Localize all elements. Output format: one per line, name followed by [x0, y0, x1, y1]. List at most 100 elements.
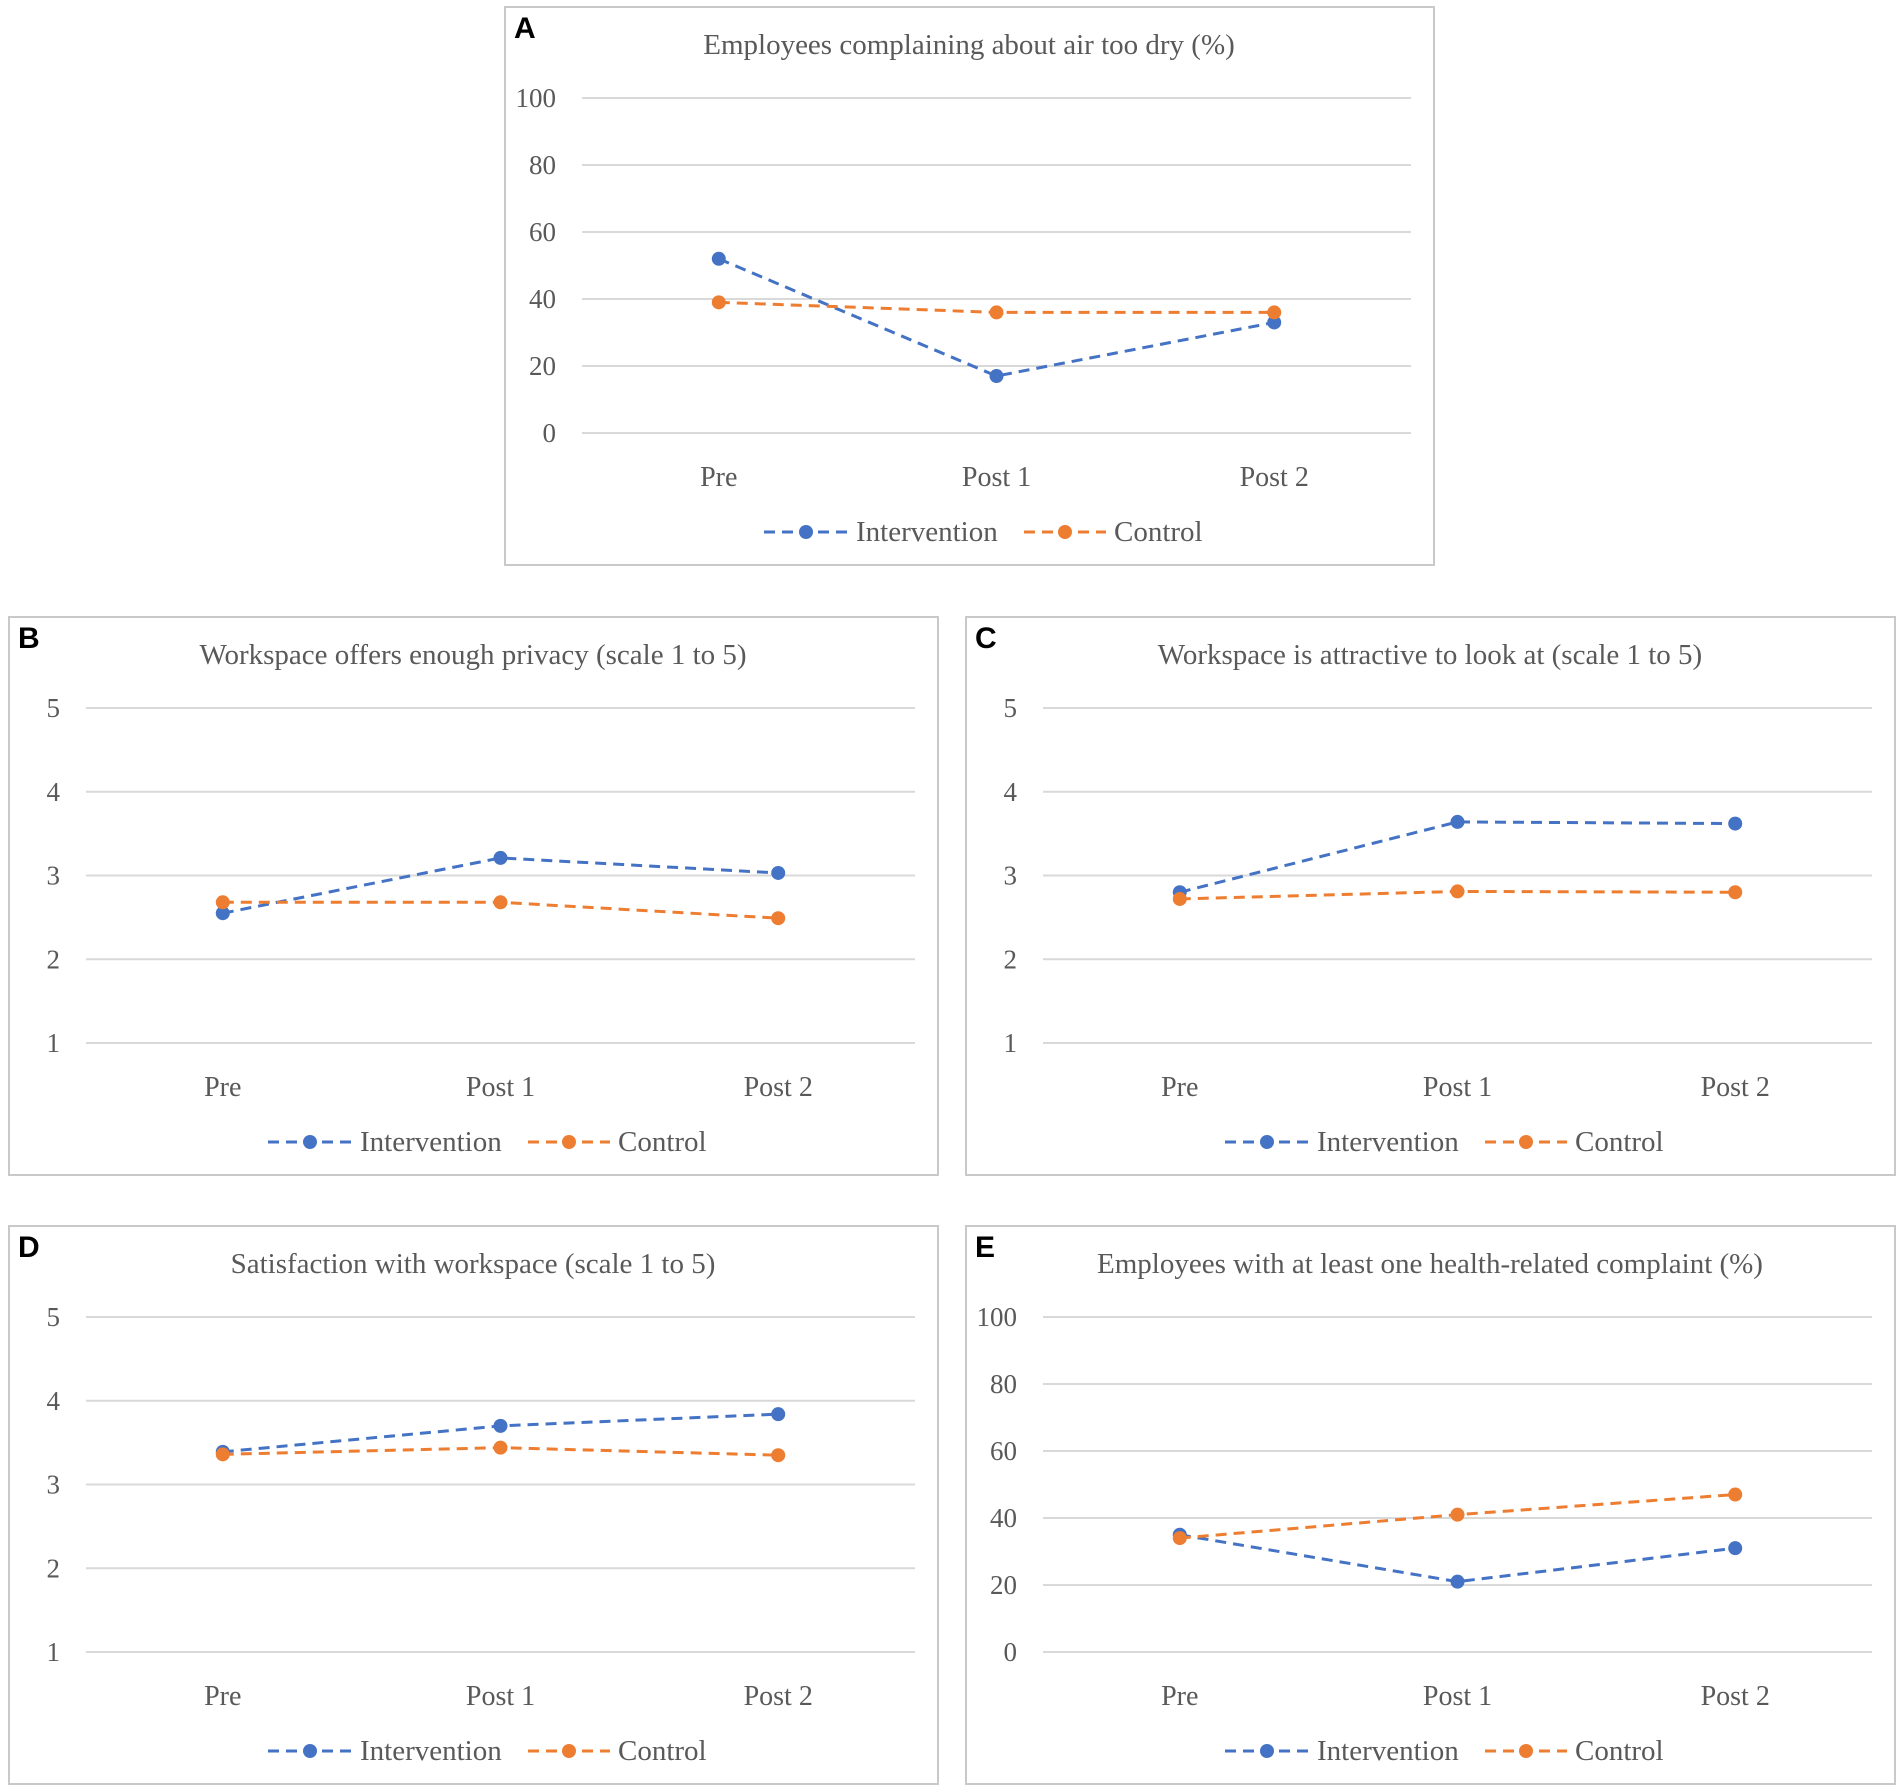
intervention-data-point: [493, 850, 508, 865]
control-data-point: [771, 1448, 786, 1463]
intervention-legend-label: Intervention: [360, 1126, 502, 1158]
intervention-data-point: [771, 1407, 786, 1422]
panel-letter: E: [975, 1231, 996, 1264]
intervention-data-point: [493, 1418, 508, 1433]
x-category-label: Post 2: [744, 1681, 813, 1712]
x-category-label: Post 1: [1423, 1072, 1492, 1103]
chart-panel-e: E Employees with at least one health-rel…: [965, 1225, 1896, 1785]
control-data-point: [493, 895, 508, 910]
y-tick-label: 5: [47, 693, 61, 723]
control-data-point: [215, 895, 230, 910]
y-tick-label: 100: [516, 83, 557, 113]
intervention-data-point: [711, 251, 726, 266]
y-tick-label: 3: [47, 861, 61, 891]
chart-b-svg: Workspace offers enough privacy (scale 1…: [47, 639, 915, 1158]
y-tick-label: 20: [990, 1570, 1017, 1600]
control-data-point: [771, 911, 786, 926]
control-data-point: [1450, 884, 1465, 899]
control-data-point: [1728, 1487, 1743, 1502]
control-legend-label: Control: [1575, 1735, 1664, 1767]
control-data-point: [1267, 305, 1282, 320]
x-category-label: Post 2: [1701, 1072, 1770, 1103]
x-category-label: Pre: [700, 462, 737, 493]
control-data-point: [1450, 1507, 1465, 1522]
y-tick-label: 80: [990, 1369, 1017, 1399]
y-tick-label: 4: [47, 777, 61, 807]
intervention-legend-marker: [1260, 1744, 1274, 1758]
y-tick-label: 3: [47, 1470, 61, 1500]
control-legend-label: Control: [1575, 1126, 1664, 1158]
y-tick-label: 1: [47, 1028, 61, 1058]
x-category-label: Pre: [204, 1681, 241, 1712]
intervention-data-point: [771, 865, 786, 880]
control-legend-marker: [562, 1135, 576, 1149]
x-category-label: Post 2: [1701, 1681, 1770, 1712]
y-tick-label: 20: [529, 351, 556, 381]
y-tick-label: 4: [1004, 777, 1018, 807]
control-legend-marker: [1519, 1744, 1533, 1758]
chart-title: Satisfaction with workspace (scale 1 to …: [231, 1248, 716, 1280]
intervention-legend-marker: [1260, 1135, 1274, 1149]
intervention-legend-marker: [799, 525, 813, 539]
intervention-data-point: [1728, 816, 1743, 831]
chart-title: Employees with at least one health-relat…: [1097, 1248, 1763, 1280]
y-tick-label: 2: [47, 1553, 61, 1583]
y-tick-label: 5: [1004, 693, 1018, 723]
intervention-data-point: [1267, 315, 1282, 330]
intervention-legend-label: Intervention: [1317, 1735, 1459, 1767]
control-data-point: [989, 305, 1004, 320]
control-data-point: [493, 1440, 508, 1455]
x-category-label: Post 1: [466, 1681, 535, 1712]
chart-title: Workspace is attractive to look at (scal…: [1158, 639, 1702, 671]
intervention-series-line: [1179, 1533, 1736, 1584]
chart-e-svg: Employees with at least one health-relat…: [977, 1248, 1872, 1767]
y-tick-label: 1: [1004, 1028, 1018, 1058]
y-tick-label: 100: [977, 1302, 1018, 1332]
y-tick-label: 60: [529, 217, 556, 247]
y-tick-label: 60: [990, 1436, 1017, 1466]
panel-letter: A: [514, 12, 536, 45]
control-legend-label: Control: [1114, 516, 1203, 548]
control-legend-marker: [562, 1744, 576, 1758]
x-category-label: Post 1: [466, 1072, 535, 1103]
x-category-label: Post 1: [1423, 1681, 1492, 1712]
intervention-legend-label: Intervention: [360, 1735, 502, 1767]
chart-title: Employees complaining about air too dry …: [703, 29, 1235, 61]
x-category-label: Post 2: [744, 1072, 813, 1103]
y-tick-label: 2: [1004, 944, 1018, 974]
control-data-point: [711, 295, 726, 310]
y-tick-label: 80: [529, 150, 556, 180]
x-category-label: Post 2: [1240, 462, 1309, 493]
control-legend-label: Control: [618, 1735, 707, 1767]
x-category-label: Post 1: [962, 462, 1031, 493]
chart-d-svg: Satisfaction with workspace (scale 1 to …: [47, 1248, 915, 1767]
control-data-point: [1172, 1531, 1187, 1546]
intervention-legend-marker: [303, 1135, 317, 1149]
y-tick-label: 4: [47, 1386, 61, 1416]
intervention-series-line: [718, 257, 1275, 378]
control-data-point: [1172, 891, 1187, 906]
chart-panel-d: D Satisfaction with workspace (scale 1 t…: [8, 1225, 939, 1785]
intervention-data-point: [1450, 1574, 1465, 1589]
intervention-data-point: [1728, 1541, 1743, 1556]
control-data-point: [1728, 885, 1743, 900]
x-category-label: Pre: [1161, 1681, 1198, 1712]
y-tick-label: 5: [47, 1302, 61, 1332]
control-legend-marker: [1058, 525, 1072, 539]
chart-a-svg: Employees complaining about air too dry …: [516, 29, 1411, 548]
panel-letter: B: [18, 622, 40, 655]
chart-panel-c: C Workspace is attractive to look at (sc…: [965, 616, 1896, 1176]
y-tick-label: 3: [1004, 861, 1018, 891]
chart-panel-b: B Workspace offers enough privacy (scale…: [8, 616, 939, 1176]
intervention-series-line: [222, 856, 779, 915]
control-legend-marker: [1519, 1135, 1533, 1149]
panel-letter: C: [975, 622, 997, 655]
chart-title: Workspace offers enough privacy (scale 1…: [199, 639, 746, 671]
intervention-series-line: [1179, 820, 1736, 894]
y-tick-label: 2: [47, 944, 61, 974]
x-category-label: Pre: [204, 1072, 241, 1103]
intervention-data-point: [1450, 814, 1465, 829]
chart-c-svg: Workspace is attractive to look at (scal…: [1004, 639, 1872, 1158]
y-tick-label: 40: [529, 284, 556, 314]
intervention-legend-marker: [303, 1744, 317, 1758]
